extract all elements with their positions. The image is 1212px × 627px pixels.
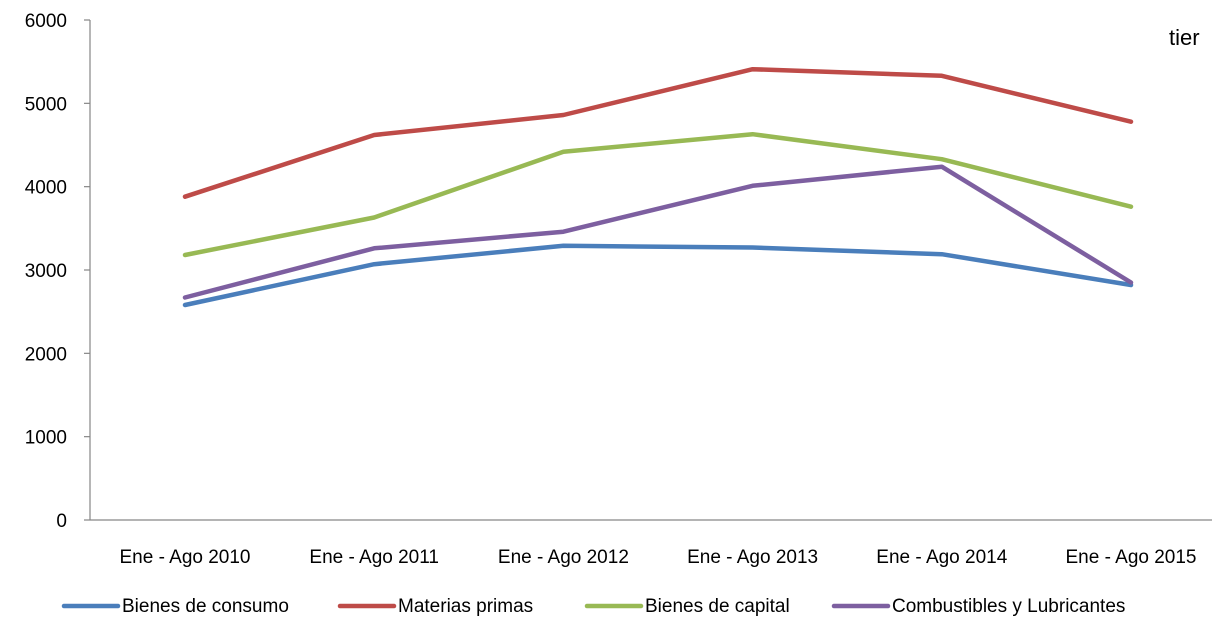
- legend-label: Bienes de consumo: [122, 596, 289, 617]
- series-line-4: [182, 164, 1134, 300]
- series-line-1: [182, 243, 1134, 308]
- x-tick-label: Ene - Ago 2010: [120, 547, 251, 568]
- x-axis-ticks: Ene - Ago 2010 Ene - Ago 2011 Ene - Ago 20…: [120, 547, 1197, 568]
- series-line-2: [182, 66, 1134, 199]
- x-tick-label: Ene - Ago 2011: [309, 547, 439, 568]
- series-line-3: [182, 131, 1134, 258]
- legend-label: Combustibles y Lubricantes: [892, 596, 1125, 617]
- y-tick-label: 4000: [25, 178, 67, 199]
- y-tick-label: 6000: [25, 11, 67, 32]
- chart-legend: Bienes de consumo Materias primas Bienes d…: [61, 596, 1125, 617]
- x-tick-label: Ene - Ago 2012: [498, 547, 629, 568]
- stray-text: tier: [1169, 25, 1200, 50]
- y-tick-label: 0: [56, 511, 67, 532]
- x-tick-label: Ene - Ago 2014: [876, 547, 1007, 568]
- y-tick-label: 1000: [25, 428, 67, 449]
- y-tick-label: 5000: [25, 94, 67, 115]
- x-tick-label: Ene - Ago 2013: [687, 547, 818, 568]
- y-tick-label: 2000: [25, 344, 67, 365]
- y-axis-ticks: 0 1000 2000 3000 4000 5000 6000: [25, 11, 90, 532]
- legend-label: Materias primas: [398, 596, 533, 617]
- chart-series: [182, 66, 1134, 308]
- y-tick-label: 3000: [25, 261, 67, 282]
- legend-label: Bienes de capital: [645, 596, 790, 617]
- x-tick-label: Ene - Ago 2015: [1066, 547, 1197, 568]
